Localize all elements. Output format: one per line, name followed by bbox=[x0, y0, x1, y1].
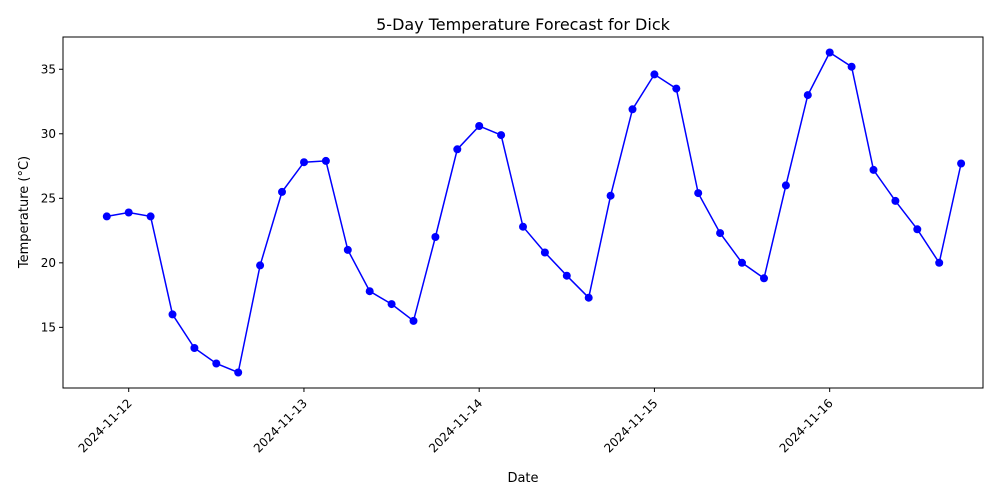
data-point bbox=[102, 212, 111, 221]
data-point bbox=[716, 229, 725, 238]
data-point bbox=[891, 196, 900, 205]
data-point bbox=[321, 156, 330, 165]
data-point bbox=[957, 159, 966, 168]
x-tick-label: 2024-11-15 bbox=[601, 396, 660, 455]
data-point bbox=[519, 222, 527, 231]
data-point bbox=[562, 271, 571, 280]
data-point bbox=[935, 258, 944, 267]
data-point bbox=[234, 368, 243, 377]
data-point bbox=[475, 122, 484, 130]
data-point bbox=[453, 145, 462, 154]
y-axis: 15 20 25 30 35 bbox=[41, 62, 63, 334]
data-point bbox=[781, 181, 790, 190]
data-point bbox=[606, 191, 615, 200]
data-point bbox=[365, 287, 374, 296]
series-temperature bbox=[102, 48, 966, 377]
data-point bbox=[628, 105, 637, 114]
data-point bbox=[847, 62, 856, 71]
data-point bbox=[584, 293, 593, 302]
data-point bbox=[497, 131, 506, 140]
data-point bbox=[146, 212, 155, 221]
x-tick-label: 2024-11-13 bbox=[251, 396, 310, 455]
y-tick-label: 35 bbox=[41, 62, 56, 76]
data-point bbox=[212, 359, 221, 368]
data-point bbox=[913, 225, 922, 234]
chart-title: 5-Day Temperature Forecast for Dick bbox=[376, 15, 671, 34]
data-point bbox=[409, 316, 418, 325]
data-point bbox=[738, 258, 746, 267]
data-point bbox=[256, 261, 265, 270]
y-tick-label: 15 bbox=[41, 320, 56, 334]
data-point bbox=[387, 300, 396, 309]
x-tick-label: 2024-11-12 bbox=[76, 396, 135, 455]
data-point bbox=[300, 158, 308, 167]
x-tick-label: 2024-11-16 bbox=[777, 396, 836, 455]
plot-area bbox=[62, 36, 984, 389]
y-tick-label: 30 bbox=[41, 127, 56, 141]
y-tick-label: 20 bbox=[41, 256, 56, 270]
x-axis-label: Date bbox=[507, 471, 538, 486]
series-line bbox=[106, 51, 962, 374]
data-point bbox=[760, 274, 768, 283]
x-tick-label: 2024-11-14 bbox=[426, 396, 485, 455]
x-axis: 2024-11-12 2024-11-13 2024-11-14 2024-11-15… bbox=[76, 388, 836, 455]
data-point bbox=[803, 91, 812, 100]
data-point bbox=[650, 70, 659, 79]
data-point bbox=[825, 48, 834, 57]
data-point bbox=[694, 189, 703, 198]
data-point bbox=[168, 310, 177, 319]
data-point bbox=[540, 248, 549, 257]
data-point bbox=[278, 187, 286, 196]
data-point bbox=[672, 84, 681, 93]
y-tick-label: 25 bbox=[41, 191, 56, 205]
data-point bbox=[124, 208, 133, 217]
data-point bbox=[869, 165, 878, 174]
data-point bbox=[431, 233, 440, 241]
y-axis-label: Temperature (°C) bbox=[17, 156, 32, 269]
data-point bbox=[343, 245, 352, 254]
data-point bbox=[190, 344, 199, 352]
